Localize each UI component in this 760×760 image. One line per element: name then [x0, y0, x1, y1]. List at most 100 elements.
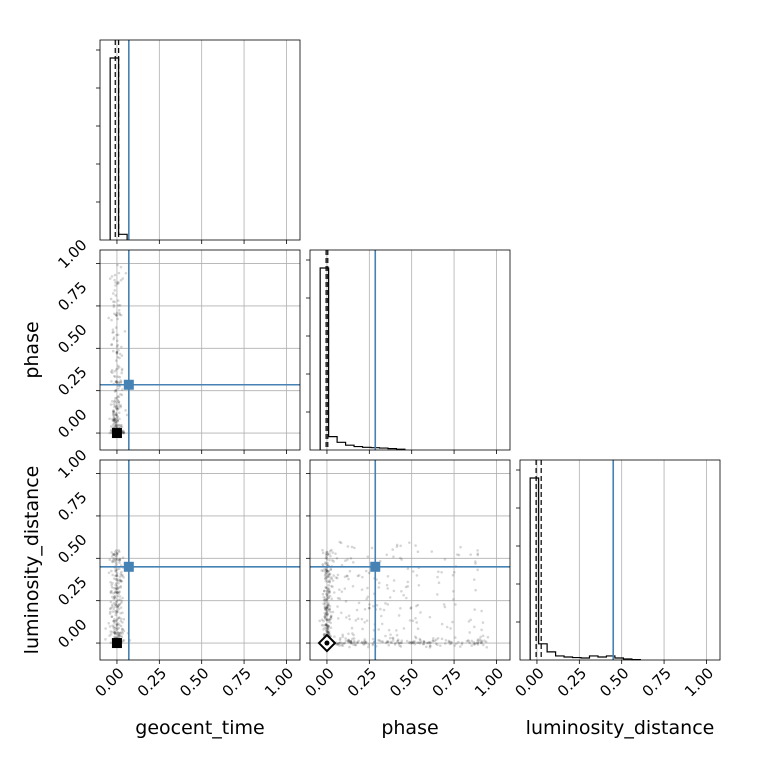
- scatter-point-31: [117, 411, 121, 415]
- scatter-point-107: [322, 595, 326, 599]
- y-tick-label-3: 0.75: [54, 488, 90, 524]
- scatter-point-338: [398, 644, 401, 647]
- scatter-point-315: [409, 642, 413, 645]
- histogram-step-luminosity_distance: [529, 477, 641, 661]
- scatter-point-275: [429, 641, 432, 644]
- scatter-point-69: [112, 577, 116, 580]
- scatter-point-310: [391, 636, 394, 640]
- scatter-point-217: [114, 570, 118, 573]
- scatter-point-26: [112, 557, 116, 560]
- scatter-point-226: [113, 289, 117, 292]
- scatter-point-361: [396, 638, 400, 641]
- scatter-point-45: [112, 417, 116, 420]
- scatter-point-580: [453, 570, 456, 574]
- scatter-point-42: [117, 603, 121, 607]
- scatter-point-118: [326, 624, 330, 628]
- scatter-point-114: [118, 558, 122, 562]
- scatter-point-78: [118, 303, 122, 307]
- scatter-point-134: [116, 299, 120, 302]
- scatter-points: [104, 549, 132, 645]
- scatter-point-171: [114, 560, 117, 564]
- scatter-point-84: [325, 592, 328, 596]
- scatter-point-98: [117, 380, 121, 384]
- scatter-point-61: [115, 407, 118, 410]
- scatter-point-443: [347, 632, 350, 636]
- scatter-point-322: [435, 638, 438, 641]
- scatter-point-101: [112, 410, 116, 413]
- scatter-point-515: [409, 607, 413, 610]
- scatter-point-196: [119, 580, 123, 583]
- scatter-point-212: [422, 642, 426, 646]
- scatter-point-137: [321, 548, 324, 552]
- scatter-point-386: [452, 598, 455, 601]
- scatter-point-390: [466, 639, 470, 642]
- scatter-point-343: [363, 640, 366, 643]
- scatter-point-558: [428, 615, 432, 619]
- scatter-point-360: [453, 636, 457, 639]
- scatter-point-528: [338, 588, 341, 591]
- scatter-point-431: [436, 575, 439, 579]
- scatter-point-233: [125, 413, 129, 417]
- scatter-point-362: [380, 622, 384, 626]
- scatter-point-164: [113, 635, 116, 639]
- scatter-point-429: [414, 636, 418, 640]
- scatter-point-34: [113, 631, 116, 635]
- scatter-point-156: [117, 634, 121, 637]
- x-axis-label-phase: phase: [381, 717, 438, 739]
- scatter-point-529: [415, 604, 418, 608]
- scatter-point-168: [326, 631, 330, 634]
- scatter-point-70: [112, 607, 115, 611]
- scatter-point-345: [394, 641, 397, 645]
- scatter-point-397: [484, 640, 488, 644]
- scatter-point-123: [122, 639, 126, 642]
- scatter-point-105: [326, 586, 329, 590]
- scatter-point-533: [396, 639, 400, 643]
- scatter-point-119: [119, 601, 123, 605]
- scatter-point-99: [327, 575, 331, 579]
- scatter-point-174: [117, 550, 121, 554]
- scatter-point-216: [115, 351, 119, 354]
- scatter-point-223: [114, 581, 118, 585]
- scatter-point-27: [324, 561, 327, 564]
- scatter-point-62: [324, 556, 328, 560]
- scatter-point-66: [113, 399, 117, 402]
- scatter-point-105: [108, 607, 112, 611]
- scatter-point-178: [120, 635, 124, 639]
- scatter-point-49: [113, 631, 117, 634]
- scatter-point-440: [479, 635, 482, 639]
- scatter-point-88: [325, 567, 328, 570]
- scatter-point-412: [389, 633, 392, 637]
- scatter-point-329: [386, 640, 390, 644]
- scatter-point-125: [114, 419, 118, 423]
- scatter-point-430: [370, 546, 374, 550]
- scatter-point-42: [326, 605, 329, 609]
- scatter-point-100: [115, 413, 118, 416]
- x-tick-label-3: 0.75: [219, 664, 255, 700]
- scatter-point-195: [117, 616, 121, 620]
- scatter-point-259: [473, 642, 477, 646]
- panel-frame: [99, 249, 301, 451]
- scatter-point-376: [365, 619, 369, 622]
- y-axis-label-phase: phase: [21, 321, 43, 378]
- scatter-point-5: [117, 348, 120, 352]
- scatter-point-214: [363, 642, 367, 645]
- scatter-point-144: [325, 618, 329, 622]
- scatter-point-532: [367, 571, 371, 575]
- scatter-point-172: [325, 563, 329, 567]
- scatter-point-221: [113, 617, 116, 621]
- scatter-point-543: [416, 627, 420, 631]
- scatter-point-232: [118, 578, 122, 582]
- scatter-point-190: [119, 579, 122, 583]
- scatter-point-169: [115, 574, 118, 578]
- scatter-point-211: [110, 569, 113, 573]
- scatter-point-92: [113, 400, 116, 403]
- scatter-point-220: [119, 585, 123, 588]
- scatter-point-22: [116, 343, 120, 347]
- scatter-point-408: [379, 607, 382, 611]
- histogram-panel-luminosity_distance: 0.00 0.25 0.50 0.75 1.00: [511, 459, 721, 700]
- scatter-point-260: [363, 640, 366, 643]
- scatter-point-203: [114, 284, 117, 287]
- scatter-point-50: [114, 413, 118, 416]
- scatter-point-506: [326, 603, 330, 607]
